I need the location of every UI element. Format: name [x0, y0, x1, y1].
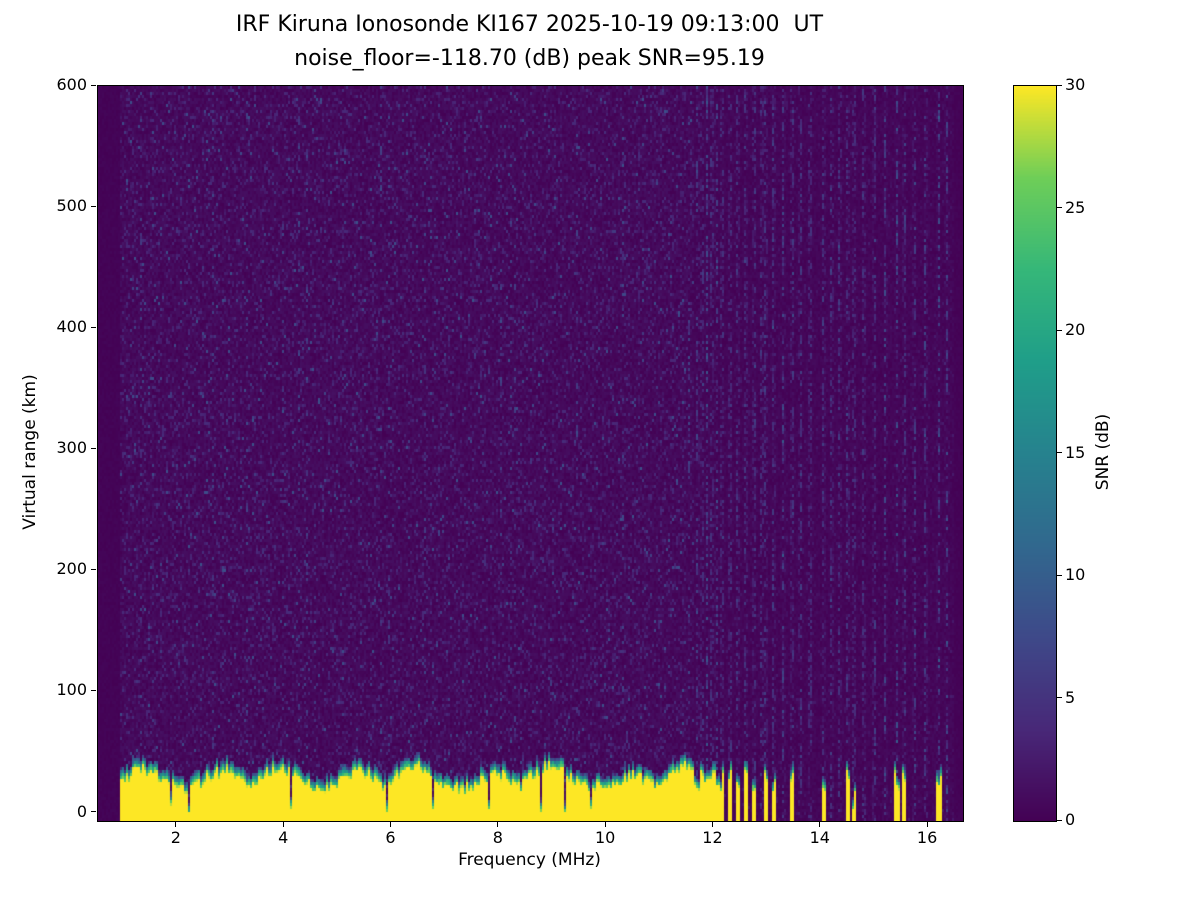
- chart-title: IRF Kiruna Ionosonde KI167 2025-10-19 09…: [235, 12, 824, 37]
- colorbar-tick-mark: [1057, 329, 1062, 331]
- y-tick-label: 0: [76, 801, 87, 821]
- x-tick-mark: [390, 822, 392, 827]
- x-tick-mark: [926, 822, 928, 827]
- y-tick-mark: [91, 811, 96, 813]
- y-tick-label: 400: [56, 317, 87, 337]
- colorbar-tick-mark: [1057, 207, 1062, 208]
- x-axis-label: Frequency (MHz): [458, 850, 601, 870]
- x-tick-mark: [819, 822, 821, 827]
- y-tick-mark: [91, 84, 96, 86]
- colorbar: [1013, 85, 1057, 822]
- ionogram-heatmap: [97, 85, 964, 822]
- y-tick-label: 600: [56, 75, 87, 94]
- y-tick-label: 500: [56, 196, 87, 216]
- colorbar-tick-mark: [1057, 84, 1062, 86]
- x-tick-label: 14: [809, 828, 830, 847]
- x-tick-label: 8: [492, 828, 503, 847]
- x-tick-mark: [604, 822, 606, 827]
- colorbar-tick-mark: [1057, 574, 1062, 576]
- x-tick-mark: [175, 822, 177, 827]
- y-tick-label: 100: [56, 680, 87, 700]
- y-tick-mark: [91, 689, 96, 691]
- y-tick-label: 300: [56, 438, 87, 458]
- x-tick-label: 16: [916, 828, 938, 847]
- x-tick-label: 6: [385, 828, 396, 847]
- y-tick-mark: [91, 568, 96, 570]
- colorbar-tick-mark: [1057, 452, 1062, 453]
- colorbar-tick-label: 30: [1065, 75, 1086, 94]
- y-tick-mark: [91, 447, 96, 449]
- colorbar-tick-label: 0: [1065, 810, 1076, 829]
- chart-subtitle: noise_floor=-118.70 (dB) peak SNR=95.19: [294, 46, 765, 71]
- x-tick-label: 4: [278, 828, 289, 847]
- colorbar-tick-label: 25: [1065, 197, 1086, 217]
- x-tick-label: 10: [594, 828, 616, 847]
- y-tick-mark: [91, 205, 96, 207]
- colorbar-tick-label: 5: [1065, 687, 1076, 707]
- y-tick-mark: [91, 326, 96, 328]
- x-tick-label: 2: [170, 828, 181, 847]
- x-tick-mark: [497, 822, 499, 827]
- x-tick-mark: [711, 822, 713, 827]
- colorbar-tick-label: 10: [1065, 565, 1086, 584]
- colorbar-tick-label: 20: [1065, 320, 1086, 339]
- x-tick-mark: [282, 822, 284, 827]
- y-tick-label: 200: [56, 559, 87, 579]
- colorbar-tick-mark: [1057, 819, 1062, 821]
- x-tick-label: 12: [702, 828, 723, 847]
- colorbar-tick-label: 15: [1065, 442, 1086, 462]
- colorbar-tick-mark: [1057, 697, 1062, 698]
